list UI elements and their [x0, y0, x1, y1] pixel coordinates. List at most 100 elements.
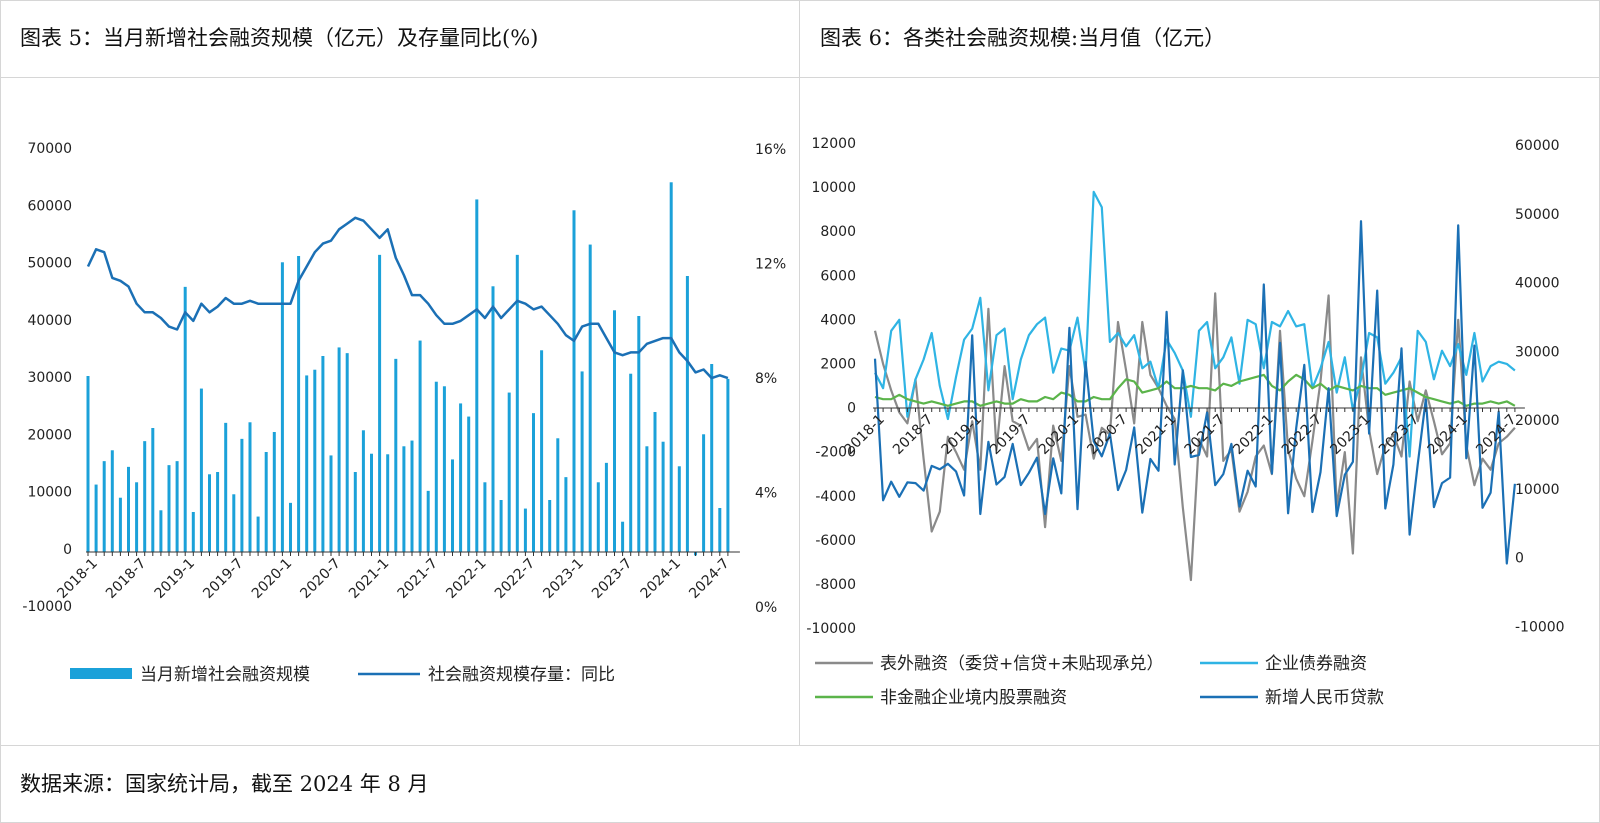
off-balance-financing-line [873, 292, 1516, 582]
bar [208, 474, 211, 552]
bar [256, 516, 260, 552]
left-chart: 70000 60000 50000 40000 30000 20000 10000 0 -100… [22, 141, 786, 685]
bar [313, 369, 317, 552]
bar [572, 210, 576, 553]
x-tick-label: 2023-7 [589, 556, 635, 602]
bar [515, 254, 519, 552]
y-right-tick-label: 16% [755, 142, 786, 158]
bar [305, 375, 309, 552]
bar [337, 347, 341, 552]
y-right-tick-label: 0 [1515, 551, 1524, 567]
legend-bar-label: 当月新增社会融资规模 [140, 665, 310, 685]
bar [345, 353, 349, 552]
y-left-tick-label: 6000 [820, 268, 856, 284]
bar [175, 461, 179, 552]
bar [199, 388, 203, 552]
bar [159, 510, 163, 552]
bar [434, 381, 438, 552]
bar [483, 482, 487, 552]
bar [151, 428, 155, 552]
legend-label: 非金融企业境内股票融资 [880, 688, 1067, 708]
legend-label: 表外融资（委贷+信贷+未贴现承兑） [880, 654, 1164, 674]
bar [127, 466, 130, 552]
data-source-footer: 数据来源：国家统计局，截至 2024 年 8 月 [20, 772, 429, 796]
bar [459, 403, 463, 552]
y-left-tick-label: 50000 [27, 256, 72, 272]
x-tick-label: 2019-7 [200, 556, 246, 602]
bar [451, 459, 454, 552]
y-left-tick-label: -6000 [815, 533, 856, 549]
bar [386, 454, 390, 552]
bar [224, 422, 228, 552]
x-tick-label: 2018-1 [54, 556, 100, 602]
bar [556, 438, 560, 552]
right-chart-title: 图表 6：各类社会融资规模:当月值（亿元） [820, 26, 1226, 50]
bar [491, 286, 495, 552]
y-right-tick-label: 30000 [1515, 344, 1560, 360]
y-left-tick-label: -10000 [22, 599, 72, 615]
bar [588, 244, 592, 553]
bar [216, 472, 220, 552]
y-left-tick-label: 12000 [811, 136, 856, 152]
bar [248, 422, 252, 552]
y-left-tick-label: 20000 [27, 427, 72, 443]
y-left-tick-label: 0 [63, 542, 72, 558]
equity-financing-line [874, 373, 1516, 407]
x-tick-label: 2023-1 [540, 556, 586, 602]
bar [361, 430, 365, 552]
x-tick-label: 2024-7 [686, 556, 732, 602]
y-right-tick-label: 0% [755, 600, 777, 616]
bar [102, 461, 106, 552]
bar [94, 484, 98, 552]
bar [669, 182, 673, 552]
bar [507, 392, 511, 552]
bar [726, 378, 730, 552]
y-left-tick-label: -2000 [815, 445, 856, 461]
bar [297, 256, 301, 552]
left-chart-title: 图表 5：当月新增社会融资规模（亿元）及存量同比(%) [20, 26, 539, 50]
bar [240, 438, 244, 552]
y-right-tick-label: 60000 [1515, 138, 1560, 154]
bar [645, 446, 649, 552]
legend-label: 新增人民币贷款 [1265, 688, 1384, 708]
panel-divider [799, 0, 800, 745]
bar [677, 466, 681, 552]
y-right-tick-label: 4% [755, 486, 777, 502]
y-left-tick-label: 30000 [27, 370, 72, 386]
rmb-loans-line [873, 220, 1516, 565]
bar [110, 450, 114, 552]
bar [442, 386, 446, 552]
x-tick-label: 2018-7 [890, 412, 936, 458]
y-left-tick-label: 10000 [27, 485, 72, 501]
bar [637, 316, 641, 552]
x-tick-label: 2024-1 [638, 556, 684, 602]
bar [232, 494, 236, 552]
bar [418, 340, 422, 552]
y-right-tick-label: 8% [755, 371, 777, 387]
bar [329, 455, 333, 552]
bar [426, 490, 430, 552]
bar [280, 262, 284, 552]
y-right-tick-label: -10000 [1515, 619, 1565, 635]
bar [540, 350, 544, 552]
y-right-tick-label: 10000 [1515, 482, 1560, 498]
y-right-tick-label: 40000 [1515, 276, 1560, 292]
bar [402, 446, 406, 552]
y-left-tick-label: -8000 [815, 577, 856, 593]
bar [191, 512, 195, 552]
right-chart: 120001000080006000400020000-2000-4000-60… [806, 136, 1565, 708]
bar [378, 254, 382, 552]
x-tick-label: 2022-7 [492, 556, 538, 602]
y-left-tick-label: 60000 [27, 198, 72, 214]
bar [370, 453, 373, 552]
bar [702, 434, 706, 552]
y-left-tick-label: -10000 [806, 621, 856, 637]
legend-bar-swatch [70, 668, 132, 679]
bar [167, 465, 171, 552]
corporate-bond-line [874, 190, 1516, 458]
y-left-tick-label: 2000 [820, 357, 856, 373]
x-tick-label: 2021-1 [346, 556, 392, 602]
bar [499, 500, 503, 552]
bar [143, 441, 147, 552]
bar [621, 521, 625, 552]
